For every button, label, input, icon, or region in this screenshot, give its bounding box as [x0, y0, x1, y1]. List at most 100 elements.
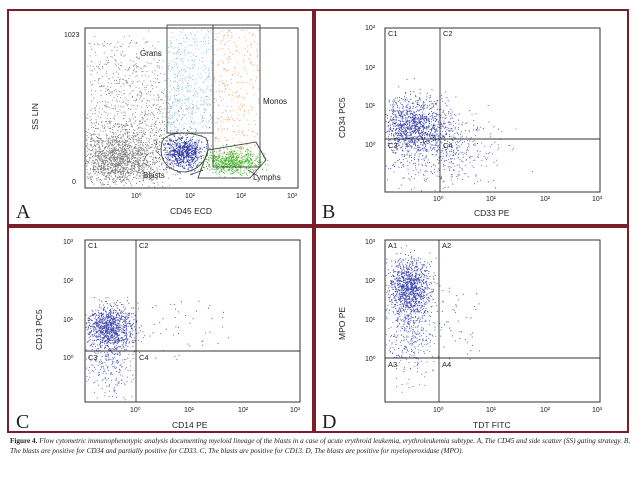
scatter-dot — [228, 31, 230, 33]
scatter-dot — [255, 113, 257, 116]
scatter-dot — [136, 42, 138, 44]
scatter-dot — [133, 157, 135, 159]
scatter-dot — [185, 99, 187, 101]
scatter-dot — [150, 84, 152, 86]
scatter-dot — [137, 150, 139, 152]
scatter-dot — [417, 110, 420, 112]
scatter-dot — [174, 74, 176, 76]
scatter-dot — [102, 149, 104, 151]
scatter-dot — [159, 113, 161, 114]
scatter-dot — [145, 165, 147, 167]
scatter-dot — [134, 163, 136, 165]
scatter-dot — [93, 140, 95, 142]
scatter-dot — [224, 172, 226, 174]
scatter-dot — [105, 120, 107, 122]
scatter-dot — [240, 108, 242, 110]
scatter-dot — [396, 110, 398, 112]
scatter-dot — [191, 109, 193, 111]
scatter-dot — [203, 69, 205, 71]
scatter-dot — [120, 166, 123, 168]
scatter-dot — [93, 165, 95, 167]
scatter-dot — [235, 168, 237, 170]
scatter-dot — [124, 147, 126, 149]
scatter-dot — [161, 98, 163, 100]
scatter-dot — [236, 74, 239, 76]
scatter-dot — [202, 90, 204, 92]
scatter-dot — [115, 150, 117, 152]
scatter-dot — [224, 86, 226, 88]
scatter-dot — [395, 103, 397, 105]
scatter-dot — [402, 106, 404, 108]
scatter-dot — [206, 95, 208, 98]
scatter-dot — [155, 141, 157, 143]
scatter-dot — [224, 156, 227, 158]
scatter-dot — [159, 81, 161, 84]
scatter-dot — [239, 140, 241, 143]
scatter-dot — [138, 175, 140, 177]
scatter-dot — [167, 68, 169, 70]
scatter-dot — [152, 104, 154, 106]
scatter-dot — [116, 178, 118, 180]
scatter-dot — [195, 108, 197, 110]
scatter-dot — [250, 105, 252, 107]
scatter-dot — [398, 86, 400, 88]
scatter-dot — [156, 169, 158, 171]
scatter-dot — [412, 107, 414, 109]
scatter-dot — [102, 126, 104, 128]
scatter-dot — [189, 33, 191, 35]
scatter-dot — [192, 157, 194, 159]
a-xtick-3: 10³ — [287, 193, 298, 200]
scatter-dot — [250, 164, 252, 166]
scatter-dot — [221, 60, 223, 62]
scatter-dot — [99, 147, 101, 149]
scatter-dot — [173, 98, 175, 100]
scatter-dot — [219, 125, 221, 127]
scatter-dot — [415, 110, 418, 112]
scatter-dot — [124, 129, 126, 131]
scatter-dot — [127, 103, 129, 105]
scatter-dot — [133, 136, 134, 138]
scatter-dot — [257, 161, 259, 163]
scatter-dot — [140, 168, 142, 171]
scatter-dot — [169, 152, 171, 154]
scatter-dot — [111, 136, 113, 138]
scatter-dot — [142, 119, 144, 121]
scatter-dot — [175, 90, 177, 92]
scatter-dot — [171, 149, 174, 152]
scatter-dot — [198, 76, 200, 78]
scatter-dot — [227, 158, 229, 160]
scatter-dot — [103, 173, 105, 175]
scatter-dot — [145, 87, 147, 89]
scatter-dot — [126, 166, 128, 169]
scatter-dot — [181, 152, 183, 154]
scatter-dot — [255, 49, 258, 51]
scatter-dot — [230, 159, 232, 161]
scatter-dot — [91, 161, 93, 163]
scatter-dot — [95, 171, 97, 173]
scatter-dot — [104, 41, 106, 43]
scatter-dot — [160, 127, 161, 129]
scatter-dot — [235, 169, 238, 171]
scatter-dot — [210, 119, 212, 121]
scatter-dot — [106, 162, 108, 164]
scatter-dot — [200, 29, 202, 31]
panel-a: Grans Monos Blasts Lymphs 1023 0 10⁰ 10¹… — [16, 24, 299, 223]
scatter-dot — [145, 74, 147, 76]
scatter-dot — [232, 92, 234, 94]
scatter-dot — [181, 81, 183, 83]
scatter-dot — [193, 151, 195, 153]
scatter-dot — [188, 163, 190, 165]
scatter-dot — [245, 165, 247, 167]
scatter-dot — [121, 94, 123, 96]
scatter-dot — [90, 145, 92, 147]
scatter-dot — [131, 138, 133, 140]
scatter-dot — [150, 172, 152, 174]
scatter-dot — [247, 45, 249, 47]
scatter-dot — [137, 157, 139, 159]
scatter-dot — [123, 93, 125, 95]
scatter-dot — [193, 104, 195, 106]
scatter-dot — [189, 111, 191, 113]
scatter-dot — [228, 55, 230, 57]
scatter-dot — [209, 31, 211, 33]
scatter-dot — [186, 159, 189, 161]
